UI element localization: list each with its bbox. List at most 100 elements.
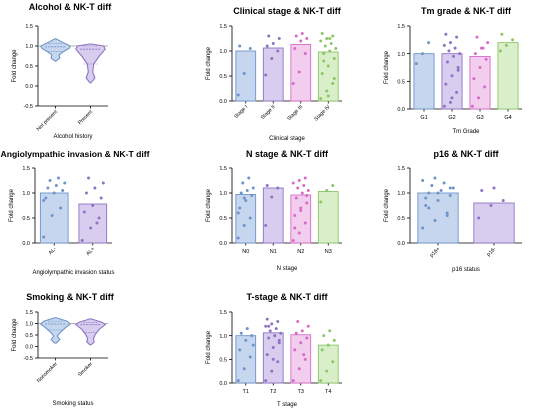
data-point (297, 231, 301, 235)
data-point (276, 49, 280, 53)
x-axis-label: Tm Grade (452, 129, 480, 135)
data-point (445, 211, 449, 215)
data-point (433, 176, 437, 180)
data-point (456, 66, 460, 69)
data-point (332, 57, 336, 60)
x-tick-label: G4 (504, 115, 511, 121)
data-point (475, 35, 479, 39)
data-point (300, 191, 304, 195)
data-point (277, 341, 281, 345)
data-point (481, 46, 485, 50)
data-point (334, 47, 338, 50)
bar-2 (473, 202, 515, 244)
bar-4 (317, 191, 339, 244)
data-point (293, 47, 297, 50)
x-tick-label: N2 (297, 249, 304, 255)
data-point (242, 367, 246, 371)
data-point (322, 59, 326, 63)
data-point (332, 338, 336, 342)
data-point (245, 189, 249, 192)
data-point (291, 181, 295, 185)
data-point (442, 104, 446, 108)
data-point (444, 82, 448, 86)
bar-3 (290, 334, 312, 384)
panel-title: T-stage & NK-T diff (247, 292, 329, 302)
data-point (480, 189, 484, 192)
data-point (300, 32, 304, 35)
data-point (320, 72, 324, 75)
data-point (300, 329, 304, 333)
data-point (239, 331, 243, 335)
data-point (484, 57, 488, 61)
data-point (50, 214, 54, 217)
data-point (277, 338, 281, 342)
data-point (42, 235, 46, 239)
y-tick-label: 0.5 (25, 333, 33, 339)
data-point (270, 195, 274, 199)
x-axis-label: Alcohol history (53, 134, 92, 140)
y-axis-label: Fold change (12, 318, 18, 352)
violin-1 (39, 317, 72, 344)
y-tick-label: 1.0 (397, 191, 405, 197)
data-point (331, 34, 335, 38)
data-point (244, 338, 248, 342)
panel-3: Tm grade & NK-T diff 0.0 0.5 1.0 1.5 Fold cha… (384, 6, 522, 135)
x-tick-label: AL- (48, 246, 58, 256)
data-point (242, 72, 246, 75)
data-point (319, 97, 323, 100)
data-point (299, 39, 303, 43)
x-tick-label: p16- (486, 246, 498, 258)
y-tick-label: -0.5 (24, 356, 33, 362)
data-point (444, 32, 448, 36)
data-point (451, 186, 455, 190)
data-point (97, 216, 101, 220)
data-point (511, 38, 515, 42)
data-point (322, 334, 326, 338)
panel-title: Smoking & NK-T diff (26, 292, 114, 302)
bar-2 (262, 187, 284, 244)
data-point (268, 329, 272, 333)
panel-title: Tm grade & NK-T diff (421, 6, 512, 16)
bar-3 (290, 194, 312, 244)
data-point (59, 206, 63, 210)
y-axis-label: Fold change (9, 188, 15, 222)
x-axis-label: Smoking status (52, 401, 93, 407)
data-point (279, 331, 283, 335)
data-point (326, 343, 330, 347)
data-point (264, 224, 268, 227)
data-point (273, 334, 277, 338)
data-point (303, 357, 307, 361)
data-point (320, 348, 324, 352)
x-tick-label: N1 (270, 249, 277, 255)
y-tick-label: 0.0 (25, 345, 33, 351)
data-point (270, 57, 274, 60)
panel-4: Angiolympathic invasion & NK-T diff 0.0 0.… (1, 149, 150, 276)
data-point (265, 353, 269, 357)
data-point (247, 176, 251, 180)
data-point (251, 186, 255, 190)
data-point (305, 37, 309, 40)
data-point (299, 341, 303, 345)
data-point (63, 181, 67, 185)
data-point (456, 68, 460, 72)
data-point (320, 32, 324, 35)
y-tick-label: 1.0 (22, 191, 30, 197)
x-tick-label: Stage IV (313, 104, 332, 123)
data-point (445, 214, 449, 217)
data-point (447, 49, 451, 53)
data-point (48, 179, 52, 182)
violin-2 (74, 318, 107, 346)
data-point (302, 353, 306, 357)
data-point (436, 191, 440, 195)
data-point (486, 41, 490, 45)
violin-2 (75, 43, 106, 84)
data-point (56, 176, 60, 180)
y-axis-label: Fold change (206, 330, 212, 364)
data-point (302, 184, 306, 187)
panel-1: Alcohol & NK-T diff -0.5 0.0 0.5 1.0 1.5 Fold … (12, 2, 112, 140)
data-point (291, 82, 295, 85)
data-point (264, 324, 268, 328)
data-point (424, 204, 428, 207)
data-point (305, 336, 309, 340)
y-tick-label: 1.5 (219, 24, 227, 30)
